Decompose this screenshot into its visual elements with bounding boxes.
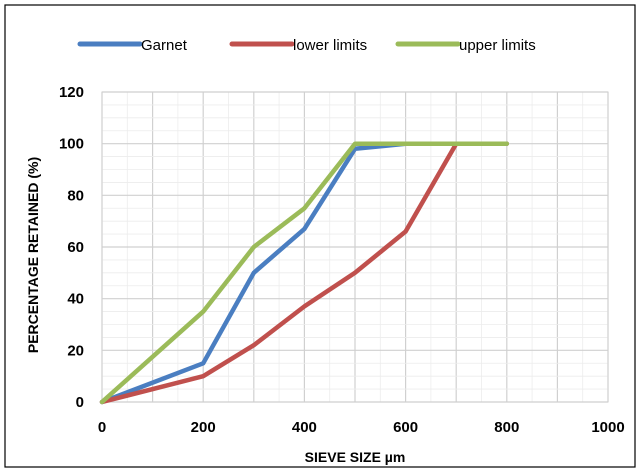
y-tick-label: 80 (67, 187, 84, 204)
plot-area-frame (101, 91, 609, 403)
series-line-upper-limits (99, 141, 510, 405)
y-tick-label: 20 (67, 342, 84, 359)
y-axis-title: PERCENTAGE RETAINED (%) (25, 157, 41, 353)
x-tick-label: 0 (98, 419, 106, 436)
chart-border (4, 4, 636, 468)
y-tick-label: 120 (59, 84, 84, 101)
series-line-lower-limits (99, 141, 510, 405)
y-tick-label: 0 (76, 394, 84, 411)
legend: Garnet lower limits upper limits (77, 37, 536, 54)
legend-label-upper-limits: upper limits (459, 37, 536, 54)
legend-label-lower-limits: lower limits (293, 37, 367, 54)
x-tick-label: 200 (191, 419, 216, 436)
x-tick-label: 800 (494, 419, 519, 436)
tick-labels: 0 200 400 600 800 1000 0 20 40 60 80 100 120 (59, 84, 625, 436)
y-tick-label: 40 (67, 291, 84, 308)
x-tick-label: 1000 (591, 419, 624, 436)
y-tick-label: 100 (59, 136, 84, 153)
y-tick-label: 60 (67, 239, 84, 256)
x-tick-label: 600 (393, 419, 418, 436)
legend-label-garnet: Garnet (141, 37, 188, 54)
x-tick-label: 400 (292, 419, 317, 436)
x-axis-title: SIEVE SIZE µm (305, 449, 406, 465)
grid (101, 91, 609, 403)
series-lines (99, 141, 510, 405)
